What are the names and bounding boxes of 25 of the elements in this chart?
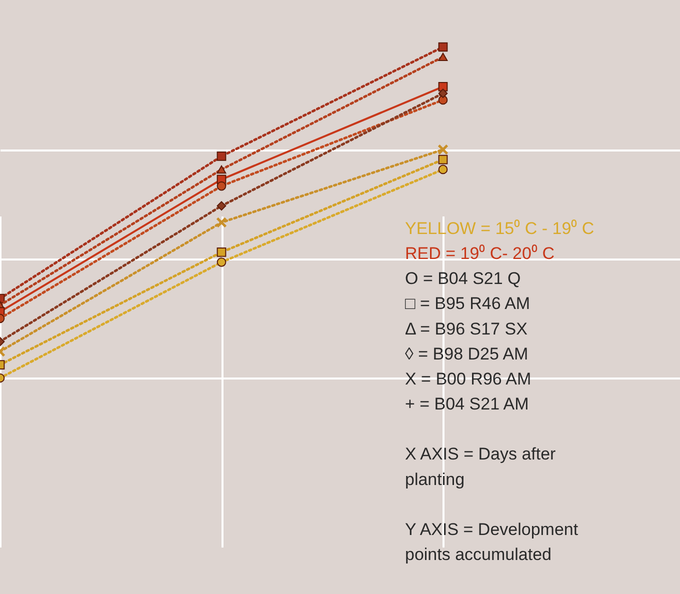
point — [438, 164, 448, 174]
text: planting — [405, 470, 465, 489]
text: Y AXIS = Development — [405, 520, 578, 539]
annotation: RED = 19⁰ C- 20⁰ C — [405, 244, 554, 264]
point — [216, 165, 226, 174]
text: points accumulated — [405, 545, 552, 564]
annotation: YELLOW = 15⁰ C - 19⁰ C — [405, 219, 594, 238]
annotation: Δ = B96 S17 SX — [405, 319, 528, 338]
point — [438, 42, 448, 52]
annotation: O = B04 S21 Q — [405, 269, 521, 288]
annotation: X = B00 R96 AM — [405, 369, 532, 388]
point — [216, 201, 226, 211]
point — [438, 144, 448, 156]
text: + = B04 S21 AM — [405, 394, 529, 414]
text: X AXIS = Days after — [405, 444, 556, 464]
point — [438, 154, 448, 164]
annotation: □ = B95 R46 AM — [405, 294, 530, 314]
point — [438, 88, 448, 98]
point — [216, 216, 227, 228]
point — [438, 52, 448, 62]
point — [216, 152, 226, 161]
point — [216, 248, 226, 257]
point — [216, 257, 226, 267]
point — [216, 181, 226, 191]
annotation: ◊ = B98 D25 AM — [405, 344, 528, 364]
